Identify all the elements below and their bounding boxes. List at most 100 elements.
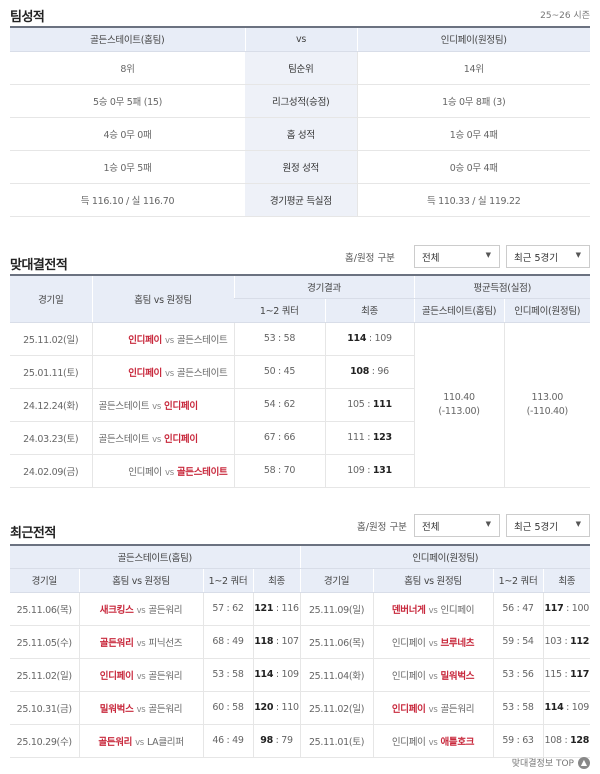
recent-half-header: 1~2 쿼터 [492, 568, 544, 593]
away-score: 110 [281, 702, 300, 713]
away-team-name[interactable]: 골든스테이트 [176, 367, 228, 379]
away-team-name[interactable]: 애틀호크 [440, 736, 475, 748]
h2h-game-row: 25.11.02(일) 인디페이 vs 골든스테이트 53 : 58 114 : 109 1… [10, 322, 590, 488]
home-team-name[interactable]: 인디페이 [391, 736, 426, 748]
recent-home-team-header: 골든스테이트(홈팀) [10, 545, 301, 569]
h2h-game-row: 24.03.23(토) 골든스테이트 vs 인디페이 67 : 66 111 : 123 [10, 421, 590, 455]
away-team-name[interactable]: 골든스테이트 [176, 466, 228, 478]
home-score: 115 [544, 669, 563, 680]
game-date: 25.11.05(수) [10, 625, 79, 659]
game-date: 24.02.09(금) [10, 454, 92, 488]
recent-game-row: 25.11.06(목) 새크킹스 vs 골든워리 57 : 62 121 : 116 25.… [10, 592, 590, 626]
away-team-name[interactable]: 골든스테이트 [176, 334, 228, 346]
recent-teams-header: 홈팀 vs 원정팀 [372, 568, 494, 593]
home-team-name[interactable]: 골든스테이트 [98, 433, 150, 445]
away-stat-value: 14위 [356, 51, 590, 85]
top-link[interactable]: 맞대결정보 TOP ▲ [512, 756, 590, 769]
recent-final-header: 최종 [252, 568, 301, 593]
home-team-header: 골든스테이트(홈팀) [10, 27, 245, 52]
h2h-half-header: 1~2 쿼터 [234, 298, 325, 323]
h2h-avg-header: 평균득점(실점) [413, 275, 590, 299]
vs-label: vs [135, 737, 144, 748]
home-team-name[interactable]: 골든스테이트 [98, 400, 150, 412]
range-select[interactable]: 최근 5경기 ▼ [506, 245, 590, 268]
away-team-name[interactable]: 인디페이 [164, 400, 198, 412]
side-select[interactable]: 전체 ▼ [414, 245, 500, 268]
away-score: 117 [570, 669, 590, 680]
home-score: 108 [350, 366, 370, 377]
avg-home-conceded: (-113.00) [438, 405, 480, 417]
half-score: 50 : 45 [233, 355, 325, 389]
home-team-name[interactable]: 밀워벅스 [99, 703, 134, 715]
recent-half-header: 1~2 쿼터 [202, 568, 253, 593]
vs-label: vs [165, 467, 174, 478]
vs-label: vs [428, 737, 438, 748]
h2h-table: 경기일 홈팀 vs 원정팀 경기결과 평균득점(실점) 1~2 쿼터 최종 골든… [10, 274, 590, 488]
home-team-name[interactable]: 골든워리 [98, 736, 133, 748]
home-stat-value: 8위 [10, 51, 245, 85]
stat-label: 리그성적(승점) [245, 84, 357, 118]
vs-label: vs [428, 638, 438, 649]
matchup-cell: 인디페이 vs 골든워리 [372, 691, 494, 725]
home-team-name[interactable]: 인디페이 [128, 367, 162, 379]
recent-final-header: 최종 [542, 568, 590, 593]
away-stat-value: 득 110.33 / 실 119.22 [356, 183, 590, 217]
game-date: 25.11.06(목) [299, 625, 374, 659]
half-score: 53 : 56 [492, 658, 544, 692]
range-select-value: 최근 5경기 [514, 522, 559, 533]
away-score: 111 [372, 399, 392, 410]
matchup-cell: 인디페이 vs 브루네츠 [372, 625, 494, 659]
away-team-name[interactable]: 브루네츠 [440, 637, 475, 649]
away-score: 109 [374, 333, 393, 344]
final-score: 105 : 111 [324, 388, 415, 422]
recent-side-select[interactable]: 전체 ▼ [414, 514, 500, 537]
recent-away-team-header: 인디페이(원정팀) [299, 545, 590, 569]
away-team-name[interactable]: LA클리퍼 [146, 736, 184, 748]
vs-header: vs [244, 27, 357, 52]
away-team-name[interactable]: 골든워리 [148, 670, 183, 682]
h2h-result-header: 경기결과 [233, 275, 415, 299]
game-date: 25.11.09(일) [299, 592, 374, 626]
final-score: 114 : 109 [542, 691, 590, 725]
avg-home-scored: 110.40 [443, 391, 475, 403]
away-score: 128 [570, 735, 590, 746]
final-score: 114 : 109 [324, 322, 415, 356]
season-label: 25~26 시즌 [540, 11, 590, 21]
home-team-name[interactable]: 덴버너게 [391, 604, 426, 616]
half-score: 60 : 58 [202, 691, 253, 725]
half-score: 67 : 66 [233, 421, 325, 455]
recent-teams-header: 홈팀 vs 원정팀 [78, 568, 203, 593]
home-stat-value: 5승 0무 5패 (15) [10, 84, 245, 118]
home-team-name[interactable]: 골든워리 [99, 637, 134, 649]
home-team-name[interactable]: 새크킹스 [99, 604, 134, 616]
filter-label: 홈/원정 구분 [357, 522, 407, 533]
matchup-cell: 인디페이 vs 골든스테이트 [91, 355, 234, 389]
away-team-header: 인디페이(원정팀) [356, 27, 590, 52]
matchup-cell: 골든스테이트 vs 인디페이 [91, 421, 234, 455]
away-team-name[interactable]: 골든워리 [148, 604, 183, 616]
away-team-name[interactable]: 밀워벅스 [440, 670, 475, 682]
home-team-name[interactable]: 인디페이 [128, 466, 162, 478]
half-score: 53 : 58 [492, 691, 544, 725]
matchup-cell: 골든스테이트 vs 인디페이 [91, 388, 234, 422]
recent-range-select[interactable]: 최근 5경기 ▼ [506, 514, 590, 537]
away-team-name[interactable]: 인디페이 [164, 433, 198, 445]
home-team-name[interactable]: 인디페이 [391, 670, 426, 682]
vs-label: vs [136, 704, 146, 715]
avg-away-conceded: (-110.40) [526, 405, 569, 417]
away-score: 100 [571, 603, 590, 614]
stat-row: 5승 0무 5패 (15) 리그성적(승점) 1승 0무 8패 (3) [10, 84, 590, 118]
away-score: 79 [281, 735, 293, 746]
avg-away-score: 113.00 (-110.40) [503, 322, 590, 488]
home-team-name[interactable]: 인디페이 [391, 637, 426, 649]
away-team-name[interactable]: 골든워리 [440, 703, 475, 715]
matchup-cell: 인디페이 vs 골든스테이트 [91, 322, 234, 356]
h2h-game-row: 24.02.09(금) 인디페이 vs 골든스테이트 58 : 70 109 : 131 [10, 454, 590, 488]
home-team-name[interactable]: 인디페이 [128, 334, 162, 346]
h2h-teams-header: 홈팀 vs 원정팀 [91, 275, 234, 323]
away-team-name[interactable]: 피닉선즈 [148, 637, 183, 649]
away-team-name[interactable]: 골든워리 [148, 703, 183, 715]
home-team-name[interactable]: 인디페이 [99, 670, 134, 682]
home-team-name[interactable]: 인디페이 [391, 703, 426, 715]
away-team-name[interactable]: 인디페이 [440, 604, 475, 616]
